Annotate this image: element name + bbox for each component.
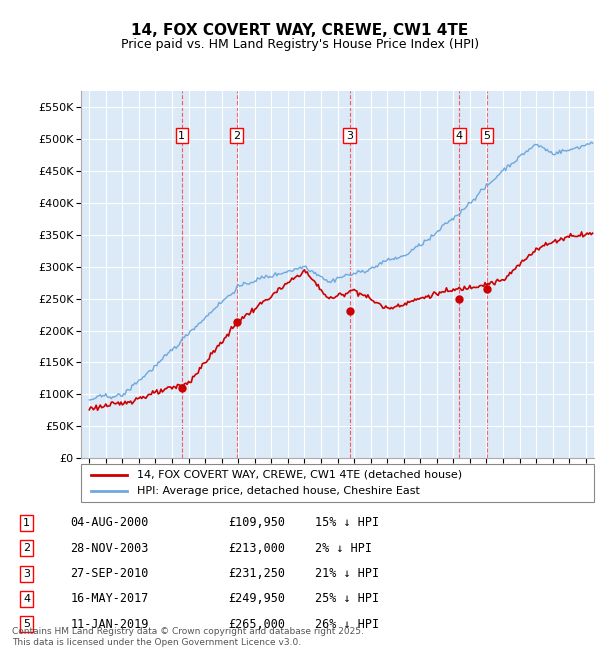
Text: 14, FOX COVERT WAY, CREWE, CW1 4TE (detached house): 14, FOX COVERT WAY, CREWE, CW1 4TE (deta…	[137, 470, 463, 480]
Text: 3: 3	[23, 569, 30, 578]
Text: 1: 1	[178, 131, 185, 140]
Text: 25% ↓ HPI: 25% ↓ HPI	[314, 593, 379, 606]
Text: 3: 3	[346, 131, 353, 140]
Text: 04-AUG-2000: 04-AUG-2000	[70, 516, 149, 529]
Text: 26% ↓ HPI: 26% ↓ HPI	[314, 618, 379, 630]
Text: 21% ↓ HPI: 21% ↓ HPI	[314, 567, 379, 580]
Text: 2: 2	[23, 543, 30, 553]
Text: 11-JAN-2019: 11-JAN-2019	[70, 618, 149, 630]
Text: HPI: Average price, detached house, Cheshire East: HPI: Average price, detached house, Ches…	[137, 486, 421, 496]
Text: 1: 1	[23, 518, 30, 528]
Text: 2% ↓ HPI: 2% ↓ HPI	[314, 542, 371, 555]
Text: £249,950: £249,950	[229, 593, 286, 606]
Text: 5: 5	[484, 131, 490, 140]
Text: £231,250: £231,250	[229, 567, 286, 580]
Text: 27-SEP-2010: 27-SEP-2010	[70, 567, 149, 580]
Text: £265,000: £265,000	[229, 618, 286, 630]
Text: £213,000: £213,000	[229, 542, 286, 555]
Text: 4: 4	[23, 594, 30, 604]
Text: 28-NOV-2003: 28-NOV-2003	[70, 542, 149, 555]
Text: Contains HM Land Registry data © Crown copyright and database right 2025.
This d: Contains HM Land Registry data © Crown c…	[12, 627, 364, 647]
Text: 16-MAY-2017: 16-MAY-2017	[70, 593, 149, 606]
Text: 14, FOX COVERT WAY, CREWE, CW1 4TE: 14, FOX COVERT WAY, CREWE, CW1 4TE	[131, 23, 469, 38]
Text: £109,950: £109,950	[229, 516, 286, 529]
Text: 2: 2	[233, 131, 240, 140]
Text: 15% ↓ HPI: 15% ↓ HPI	[314, 516, 379, 529]
FancyBboxPatch shape	[81, 464, 594, 502]
Text: Price paid vs. HM Land Registry's House Price Index (HPI): Price paid vs. HM Land Registry's House …	[121, 38, 479, 51]
Text: 5: 5	[23, 619, 30, 629]
Text: 4: 4	[456, 131, 463, 140]
